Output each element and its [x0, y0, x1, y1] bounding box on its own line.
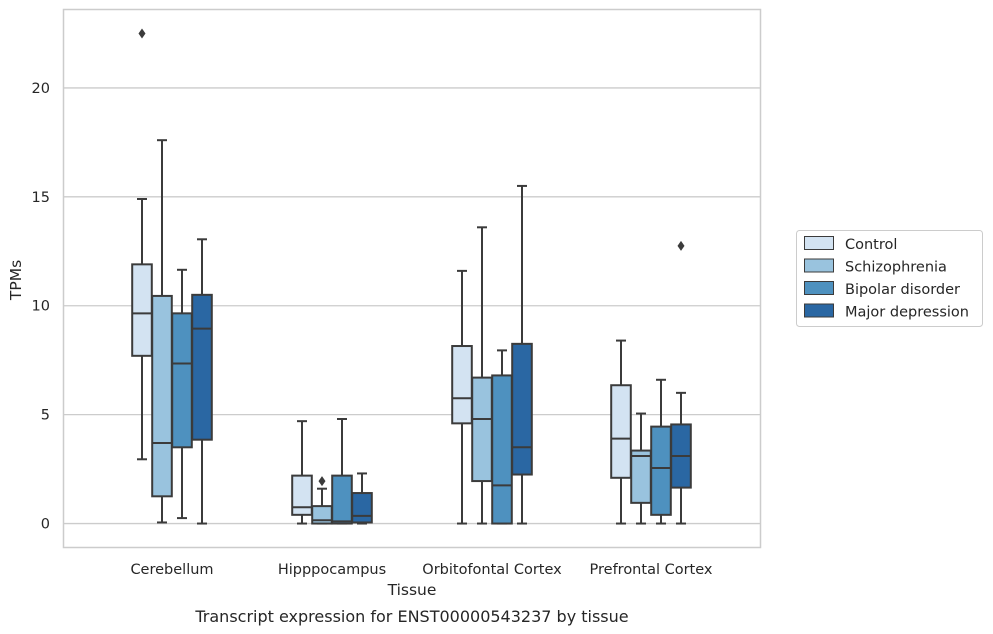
- legend-label: Major depression: [845, 305, 969, 321]
- box-major-depression: [191, 238, 213, 525]
- box-iqr: [451, 345, 473, 425]
- box-schizophrenia: [471, 226, 493, 525]
- chart-caption: Transcript expression for ENST0000054323…: [194, 607, 628, 626]
- legend-swatch: [804, 303, 834, 318]
- x-axis-title: Tissue: [387, 581, 437, 599]
- x-tick-label: Orbitofontal Cortex: [422, 562, 562, 578]
- box-bipolar-disorder: [650, 378, 672, 525]
- legend-frame: [796, 230, 983, 327]
- box-iqr: [511, 342, 533, 476]
- legend-label: Control: [845, 237, 897, 253]
- box-plot-area: [131, 28, 692, 525]
- box-control: [610, 339, 632, 525]
- y-tick-label: 20: [32, 81, 50, 97]
- y-tick-label: 10: [32, 299, 50, 315]
- box-iqr: [331, 474, 353, 525]
- legend-swatch: [804, 281, 834, 295]
- box-control: [291, 420, 313, 525]
- legend-swatch: [804, 258, 834, 273]
- x-tick-label: Prefrontal Cortex: [590, 562, 713, 578]
- box-schizophrenia: [630, 412, 652, 525]
- box-iqr: [131, 263, 153, 357]
- box-control: [451, 269, 473, 525]
- legend-label: Schizophrenia: [845, 260, 947, 276]
- legend: Control Schizophrenia Bipolar disorder Majo…: [796, 230, 983, 327]
- box-iqr: [471, 376, 493, 483]
- legend-swatch: [804, 236, 834, 250]
- x-tick-label: Cerebellum: [130, 562, 213, 578]
- box-iqr: [191, 293, 213, 441]
- y-tick-labels: 0 5 10 15 20: [32, 81, 50, 533]
- box-iqr: [650, 425, 672, 516]
- y-tick-label: 5: [41, 408, 50, 424]
- box-schizophrenia: [311, 476, 333, 525]
- legend-label: Bipolar disorder: [845, 282, 960, 298]
- box-iqr: [171, 312, 193, 449]
- box-schizophrenia: [151, 139, 173, 524]
- y-tick-label: 15: [32, 190, 50, 206]
- box-major-depression: [670, 240, 692, 525]
- box-iqr: [151, 294, 173, 498]
- y-axis-title: TPMs: [7, 260, 25, 301]
- outlier-point: [677, 240, 685, 251]
- y-tick-label: 0: [41, 517, 50, 533]
- box-iqr: [291, 474, 313, 516]
- box-bipolar-disorder: [331, 417, 353, 525]
- plot-frame: [62, 8, 762, 549]
- box-iqr: [351, 492, 373, 524]
- box-control: [131, 28, 153, 461]
- box-major-depression: [511, 184, 533, 525]
- outlier-point: [138, 28, 146, 39]
- box-major-depression: [351, 472, 373, 525]
- outlier-point: [318, 476, 326, 487]
- box-bipolar-disorder: [491, 349, 513, 525]
- x-tick-labels: Cerebellum Hipppocampus Orbitofontal Corte…: [130, 562, 712, 578]
- box-iqr: [491, 374, 513, 525]
- x-tick-label: Hipppocampus: [278, 562, 386, 578]
- box-bipolar-disorder: [171, 268, 193, 520]
- box-iqr: [630, 449, 652, 504]
- box-iqr: [610, 384, 632, 479]
